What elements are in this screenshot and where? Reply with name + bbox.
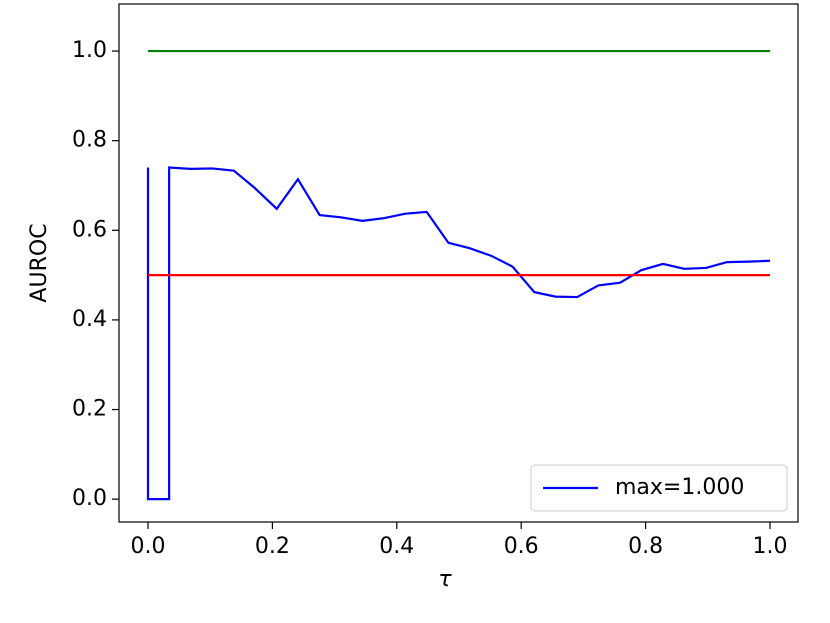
data-line bbox=[146, 166, 771, 501]
x-tick-label: 0.0 bbox=[130, 534, 165, 559]
x-tick-label: 0.8 bbox=[628, 534, 663, 559]
plot-frame bbox=[118, 3, 799, 523]
x-axis-label: τ bbox=[438, 567, 452, 592]
y-tick-label: 0.2 bbox=[72, 397, 107, 422]
y-tick-label: 0.6 bbox=[72, 217, 107, 242]
legend-box bbox=[530, 464, 788, 512]
x-tick-label: 0.6 bbox=[504, 534, 539, 559]
y-tick-label: 0.8 bbox=[72, 128, 107, 153]
x-tick-label: 0.2 bbox=[255, 534, 290, 559]
x-tick-label: 0.4 bbox=[379, 534, 414, 559]
y-tick-label: 0.0 bbox=[72, 486, 107, 511]
y-axis-label: AUROC bbox=[27, 223, 52, 302]
y-tick-label: 1.0 bbox=[72, 38, 107, 63]
x-tick-label: 1.0 bbox=[753, 534, 788, 559]
y-tick-label: 0.4 bbox=[72, 307, 107, 332]
legend-label: max=1.000 bbox=[615, 475, 744, 500]
